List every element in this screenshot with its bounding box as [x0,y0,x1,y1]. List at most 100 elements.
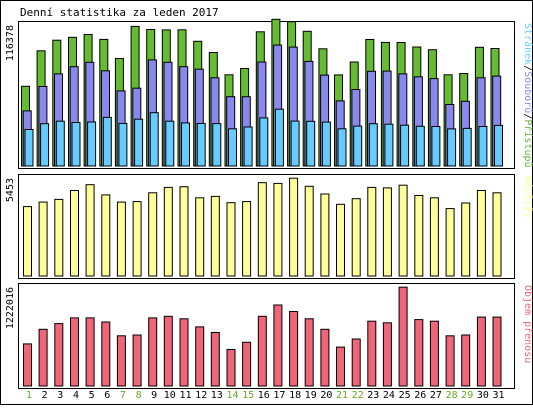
bar-stránek-day-27 [431,126,441,167]
bar-stránek-day-29 [462,127,472,167]
x-label-day-14: 14 [226,390,238,401]
legend-entry-1: Stránek [522,23,533,65]
bar-objem-přenosu-day-7 [116,335,126,387]
bar-stránek-day-19 [306,120,316,167]
legend: Objem přenosu [522,285,533,363]
bar-objem-přenosu-day-28 [445,335,455,387]
x-label-day-13: 13 [211,390,223,401]
bar-stránek-day-6 [102,116,112,167]
bar-objem-přenosu-day-15 [242,341,252,387]
bar-stránek-day-28 [447,128,457,167]
panel-2: 5453 Návštěv [5,174,533,279]
bar-stránek-day-23 [368,123,378,167]
bar-stránek-day-13 [212,123,222,167]
bar-návštěv-day-4 [70,190,79,277]
x-label-day-22: 22 [352,390,364,401]
bar-stránek-day-31 [494,124,503,167]
bar-stránek-day-21 [337,128,347,167]
x-label-day-24: 24 [383,390,395,401]
x-label-day-30: 30 [477,390,489,401]
bar-objem-přenosu-day-2 [38,328,48,387]
panel-1: 116378 Stránek/Souborů/Přístupů [5,18,533,169]
bar-objem-přenosu-day-1 [23,343,32,387]
bar-stránek-day-16 [259,117,269,167]
x-label-day-5: 5 [89,390,95,401]
bar-stránek-day-26 [415,125,425,167]
x-label-day-18: 18 [289,390,301,401]
bar-stránek-day-4 [71,122,81,167]
bar-objem-přenosu-day-6 [101,321,111,387]
bar-objem-přenosu-day-17 [273,304,283,387]
y-max-label: 116378 [5,25,16,61]
bar-návštěv-day-26 [414,195,424,277]
bar-stránek-day-14 [228,128,237,167]
x-label-day-9: 9 [151,390,157,401]
x-label-day-3: 3 [57,390,63,401]
bar-stránek-day-25 [400,124,410,167]
bar-objem-přenosu-day-27 [429,320,439,387]
y-max-label: 1222016 [5,287,16,329]
x-label-day-25: 25 [399,390,411,401]
bar-návštěv-day-10 [163,186,173,277]
bar-stránek-day-17 [274,108,284,167]
x-axis-day-labels: 1 2 3 4 5 6 7 8 9 10 11 12 13 14 15 16 17 18 19 20 21 22 23 24 2… [26,390,505,401]
bar-objem-přenosu-day-4 [70,317,79,387]
x-label-day-7: 7 [120,390,126,401]
bar-návštěv-day-2 [38,201,48,277]
bar-objem-přenosu-day-18 [289,311,299,387]
bar-objem-přenosu-day-8 [132,334,142,387]
bar-objem-přenosu-day-14 [226,349,236,387]
legend-entry-1: Návštěv [522,176,533,218]
bar-objem-přenosu-day-26 [414,319,424,387]
bar-stránek-day-15 [243,126,253,167]
bar-návštěv-day-20 [320,193,330,277]
bar-stránek-day-2 [40,123,50,167]
legend-entry-3: Přístupů [522,119,533,167]
x-label-day-2: 2 [42,390,48,401]
bar-objem-přenosu-day-24 [382,322,392,387]
bar-stránek-day-8 [134,118,144,167]
bar-návštěv-day-19 [304,185,314,277]
x-label-day-27: 27 [430,390,442,401]
bar-návštěv-day-13 [210,195,220,277]
bar-návštěv-day-22 [351,198,361,277]
legend-separator: / [522,113,533,119]
bar-objem-přenosu-day-23 [367,320,377,387]
x-label-day-23: 23 [367,390,379,401]
bar-objem-přenosu-day-10 [163,315,173,387]
x-label-day-1: 1 [26,390,32,401]
bar-návštěv-day-16 [257,182,267,277]
bar-objem-přenosu-day-30 [476,316,486,387]
bar-návštěv-day-14 [226,202,236,277]
bar-stránek-day-11 [181,122,190,167]
bar-objem-přenosu-day-11 [179,318,189,387]
x-label-day-4: 4 [73,390,79,401]
x-label-day-31: 31 [492,390,504,401]
bar-objem-přenosu-day-20 [320,328,330,387]
chart-title: Denní statistika za leden 2017 [20,6,219,19]
bar-návštěv-day-6 [101,194,111,277]
legend-entry-2: Souborů [522,71,533,113]
legend: Stránek/Souborů/Přístupů [522,23,533,168]
bar-návštěv-day-15 [242,201,252,277]
bar-návštěv-day-17 [273,182,283,277]
bar-návštěv-day-8 [132,201,142,277]
bar-objem-přenosu-day-29 [461,334,471,387]
bar-návštěv-day-5 [85,184,95,277]
bar-návštěv-day-9 [148,192,158,277]
bar-návštěv-day-3 [54,198,64,277]
x-label-day-11: 11 [179,390,191,401]
bar-stránek-day-22 [353,125,363,167]
bar-objem-přenosu-day-5 [85,317,95,387]
x-label-day-10: 10 [164,390,176,401]
bar-objem-přenosu-day-19 [304,318,314,387]
bar-stránek-day-20 [321,121,331,167]
legend-separator: / [522,65,533,71]
x-label-day-15: 15 [242,390,254,401]
x-label-day-26: 26 [414,390,426,401]
bar-stránek-day-24 [384,123,394,167]
bar-návštěv-day-24 [382,187,392,277]
bar-stránek-day-9 [149,112,159,167]
bar-návštěv-day-18 [289,177,299,277]
